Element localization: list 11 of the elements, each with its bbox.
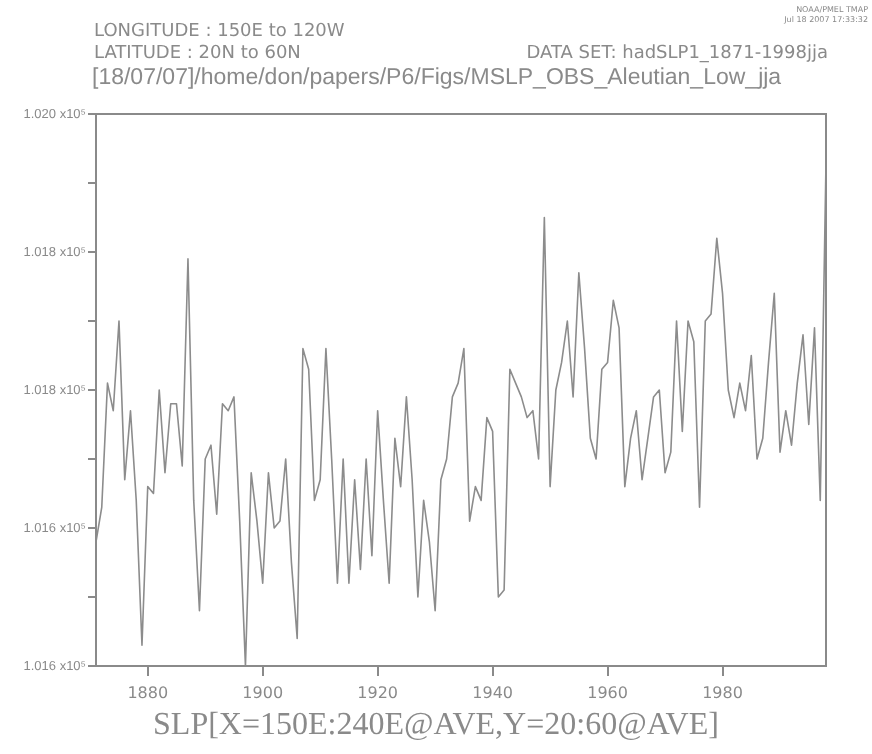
x-tick-label: 1880 (127, 683, 169, 702)
text: DATA SET: hadSLP1_1871-1998jja (526, 44, 828, 64)
x-tick-label: 1900 (242, 683, 284, 702)
text: LONGITUDE : 150E to 120W (94, 22, 345, 42)
x-axis-title: SLP[X=150E:240E@AVE,Y=20:60@AVE] (151, 708, 721, 744)
x-tick-label: 1980 (702, 683, 743, 702)
x-tick-label: 1920 (357, 683, 399, 702)
x-tick-label: 1940 (472, 683, 513, 702)
chart-title: [18/07/07]/home/don/papers/P6/Figs/MSLP_OBS_Aleutian_Low_jja (92, 66, 782, 90)
text: LATITUDE : 20N to 60N (94, 44, 301, 64)
x-tick-label: 1960 (587, 683, 628, 702)
